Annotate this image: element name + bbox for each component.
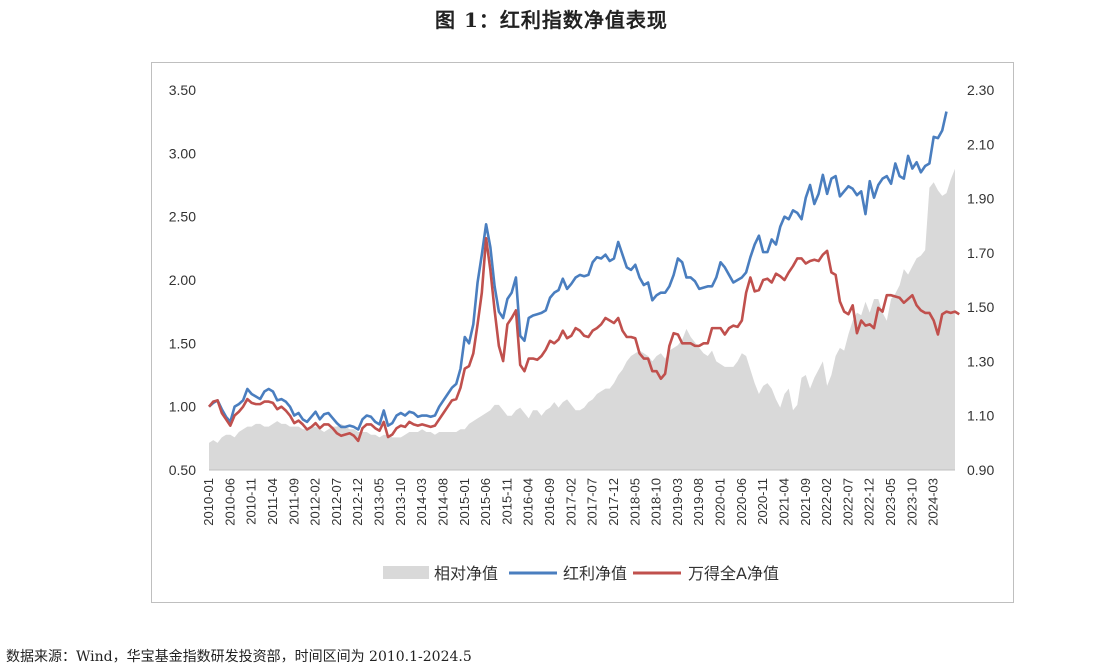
y-right-tick-label: 0.90	[967, 462, 994, 478]
y-right-tick-label: 1.90	[967, 191, 994, 207]
series-1-area	[209, 168, 955, 470]
legend-label: 万得全A净值	[688, 564, 779, 583]
x-tick-label: 2010-06	[222, 478, 237, 526]
y-left-tick-label: 2.50	[169, 209, 196, 225]
x-tick-label: 2014-03	[414, 478, 429, 526]
x-tick-label: 2010-11	[244, 478, 259, 525]
x-tick-label: 2020-06	[734, 478, 749, 526]
tick-label-layer: 0.50 1.00 1.50 2.00 2.50 3.00 3.50 0.90 1.10 1.30…	[169, 82, 995, 526]
x-tick-label: 2022-12	[862, 478, 877, 526]
x-tick-label: 2024-03	[926, 478, 941, 526]
y-left-tick-label: 3.00	[169, 145, 196, 161]
data-source-note: 数据来源：Wind，华宝基金指数研发投资部，时间区间为 2010.1-2024.…	[6, 649, 472, 665]
x-tick-label: 2017-02	[563, 478, 578, 526]
x-tick-label: 2015-06	[478, 478, 493, 526]
x-tick-label: 2022-02	[819, 478, 834, 526]
y-left-tick-label: 3.50	[169, 82, 196, 98]
x-tick-label: 2011-09	[286, 478, 301, 525]
x-tick-label: 2014-08	[436, 478, 451, 526]
series-3-line	[208, 236, 960, 443]
legend-label: 红利净值	[563, 564, 627, 583]
y-left-tick-label: 1.00	[169, 399, 196, 415]
x-tick-label: 2018-10	[649, 478, 664, 526]
y-right-tick-label: 1.70	[967, 245, 994, 261]
y-right-tick-label: 1.30	[967, 353, 994, 369]
x-tick-label: 2017-07	[585, 478, 600, 526]
x-tick-label: 2018-05	[627, 478, 642, 526]
x-tick-label: 2015-11	[499, 478, 514, 525]
x-tick-label: 2020-01	[713, 478, 728, 526]
x-tick-label: 2013-05	[372, 478, 387, 526]
x-tick-label: 2021-04	[777, 478, 792, 526]
area-layer	[209, 168, 955, 470]
x-tick-label: 2019-03	[670, 478, 685, 526]
x-tick-label: 2013-10	[393, 478, 408, 526]
y-right-tick-label: 1.10	[967, 408, 994, 424]
x-tick-label: 2012-02	[308, 478, 323, 526]
x-tick-label: 2021-09	[798, 478, 813, 526]
x-tick-label: 2022-07	[840, 478, 855, 526]
legend-label: 相对净值	[434, 564, 498, 583]
x-tick-label: 2012-12	[350, 478, 365, 526]
x-tick-label: 2020-11	[755, 478, 770, 525]
x-tick-label: 2016-04	[521, 478, 536, 526]
y-left-tick-label: 0.50	[169, 462, 196, 478]
y-right-tick-label: 2.10	[967, 136, 994, 152]
x-tick-label: 2017-12	[606, 478, 621, 526]
legend: 相对净值 红利净值 万得全A净值	[383, 564, 779, 583]
y-right-tick-label: 2.30	[967, 82, 994, 98]
y-left-tick-label: 1.50	[169, 335, 196, 351]
x-tick-label: 2012-07	[329, 478, 344, 526]
x-tick-label: 2023-10	[904, 478, 919, 526]
series-2-line	[208, 111, 948, 431]
x-tick-label: 2023-05	[883, 478, 898, 526]
x-tick-label: 2016-09	[542, 478, 557, 526]
x-tick-label: 2011-04	[265, 478, 280, 525]
x-tick-label: 2010-01	[201, 478, 216, 526]
y-left-tick-label: 2.00	[169, 272, 196, 288]
figure-title: 图 1：红利指数净值表现	[435, 8, 668, 32]
legend-swatch	[383, 566, 429, 579]
y-right-tick-label: 1.50	[967, 299, 994, 315]
line-layer	[208, 111, 960, 443]
x-tick-label: 2015-01	[457, 478, 472, 526]
x-tick-label: 2019-08	[691, 478, 706, 526]
